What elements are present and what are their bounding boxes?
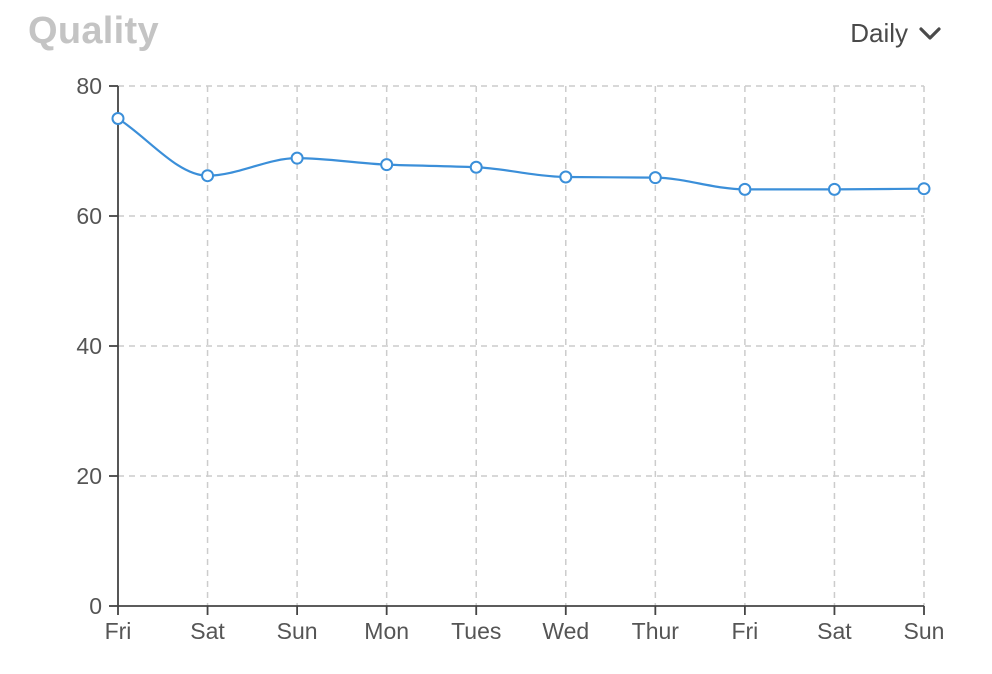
range-dropdown[interactable]: Daily — [850, 18, 942, 49]
x-tick-label: Sun — [904, 618, 945, 644]
x-tick-label: Fri — [731, 618, 758, 644]
series-line — [117, 117, 925, 191]
data-point — [111, 112, 125, 125]
x-tick-label: Wed — [542, 618, 589, 644]
x-tick-label: Mon — [364, 618, 409, 644]
series — [111, 112, 931, 196]
data-point — [738, 182, 752, 196]
chevron-down-icon — [918, 26, 942, 42]
data-point — [917, 182, 931, 196]
data-point — [380, 158, 394, 172]
chart-title: Quality — [28, 10, 159, 52]
data-point — [201, 169, 215, 183]
data-point — [469, 160, 483, 174]
x-tick-label: Sat — [817, 618, 852, 644]
data-point — [559, 170, 573, 184]
data-point — [290, 151, 304, 165]
x-tick-label: Thur — [632, 618, 680, 644]
y-tick-label: 80 — [76, 73, 102, 99]
x-tick-label: Sun — [277, 618, 318, 644]
range-dropdown-label: Daily — [850, 18, 908, 48]
y-tick-label: 40 — [76, 333, 102, 359]
tick-labels: 0 20 40 60 80 Fri Sat Sun Mon Tues Wed Thur Fri Sat Su… — [76, 73, 944, 644]
y-tick-label: 20 — [76, 463, 102, 489]
y-tick-label: 0 — [89, 593, 102, 619]
data-point — [648, 171, 662, 185]
grid — [118, 85, 925, 606]
data-point — [827, 182, 841, 196]
axes — [109, 85, 925, 615]
x-tick-label: Tues — [451, 618, 501, 644]
x-tick-label: Sat — [190, 618, 225, 644]
y-tick-label: 60 — [76, 203, 102, 229]
x-tick-label: Fri — [105, 618, 132, 644]
